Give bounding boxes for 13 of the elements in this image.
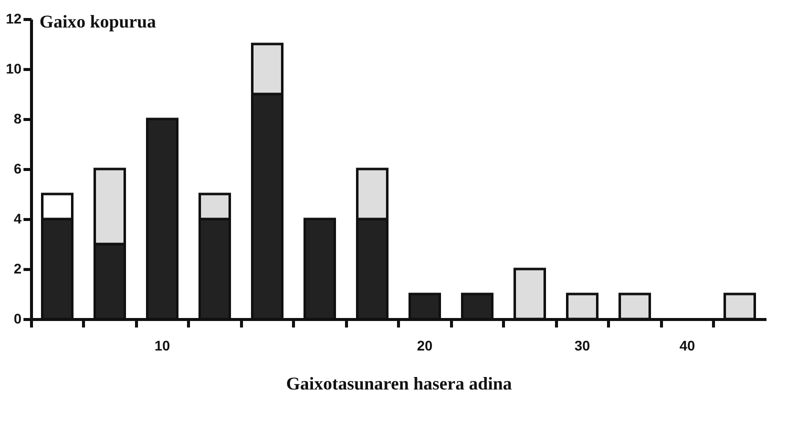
y-tick-label: 2 — [14, 260, 22, 276]
y-tick-label: 10 — [6, 60, 22, 76]
x-tick-label: 30 — [574, 338, 590, 354]
y-tick-label: 8 — [14, 110, 22, 126]
x-tick-label: 10 — [154, 338, 170, 354]
y-tick-label: 12 — [6, 10, 22, 26]
y-tick-label: 6 — [14, 160, 22, 176]
x-tick-label: 40 — [679, 338, 696, 354]
y-tick-label: 0 — [14, 310, 22, 326]
x-tick-label: 20 — [416, 338, 433, 354]
x-axis-title: Gaixotasunaren hasera adina — [286, 374, 512, 394]
y-axis-title: Gaixo kopurua — [40, 12, 156, 32]
y-tick-label: 4 — [14, 210, 22, 226]
